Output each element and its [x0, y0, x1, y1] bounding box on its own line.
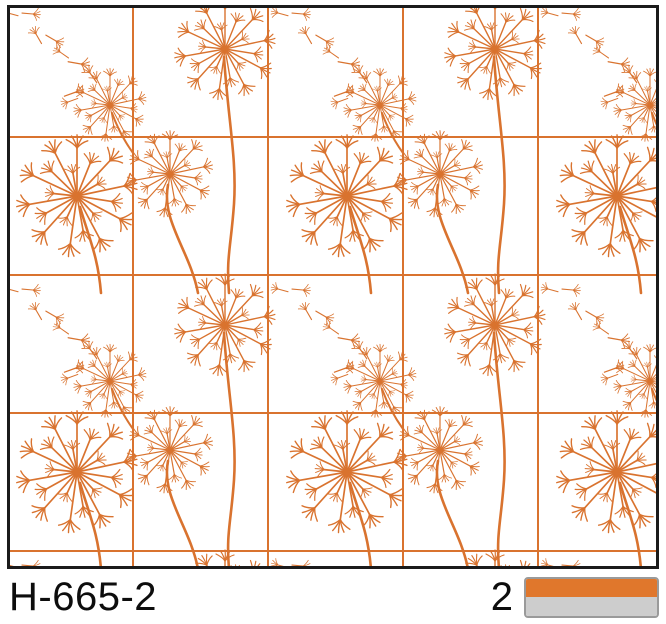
pattern-units: [10, 8, 656, 566]
quantity-swatch-group: 2: [490, 575, 659, 619]
swatch-bottom-color: [526, 597, 657, 616]
tile-grid-lines: [10, 8, 656, 566]
panel-pattern-preview: [7, 5, 659, 569]
color-swatch: [524, 576, 659, 618]
dandelion-pattern-svg: [10, 8, 656, 566]
label-bar: H-665-2 2: [0, 570, 666, 624]
swatch-top-color: [526, 578, 657, 597]
product-code: H-665-2: [9, 575, 158, 619]
quantity-label: 2: [490, 575, 513, 619]
